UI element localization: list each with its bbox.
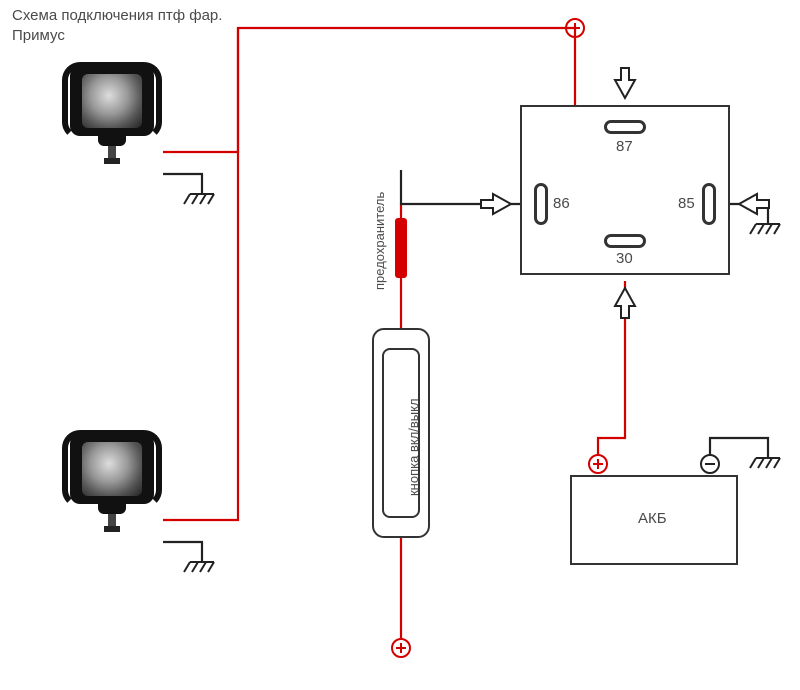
battery-plus-icon [588,454,608,474]
label-fuse: предохранитель [372,192,387,290]
plus-top-icon [565,18,585,38]
label-pin-87: 87 [616,138,633,155]
title-line-1: Схема подключения птф фар. [12,7,222,24]
fuse [395,218,407,278]
relay-pin-85 [702,183,716,225]
title-line-2: Примус [12,27,65,44]
label-switch: кнопка вкл/выкл [406,398,421,496]
label-pin-86: 86 [553,195,570,212]
battery-minus-icon [700,454,720,474]
label-battery: АКБ [638,510,667,527]
fog-lamp-1 [62,62,162,162]
relay-pin-30 [604,234,646,248]
plus-bottom-icon [391,638,411,658]
diagram-title: Схема подключения птф фар. Примус [12,6,222,47]
label-pin-30: 30 [616,250,633,267]
fog-lamp-2 [62,430,162,530]
relay-pin-86 [534,183,548,225]
label-pin-85: 85 [678,195,695,212]
relay-pin-87 [604,120,646,134]
